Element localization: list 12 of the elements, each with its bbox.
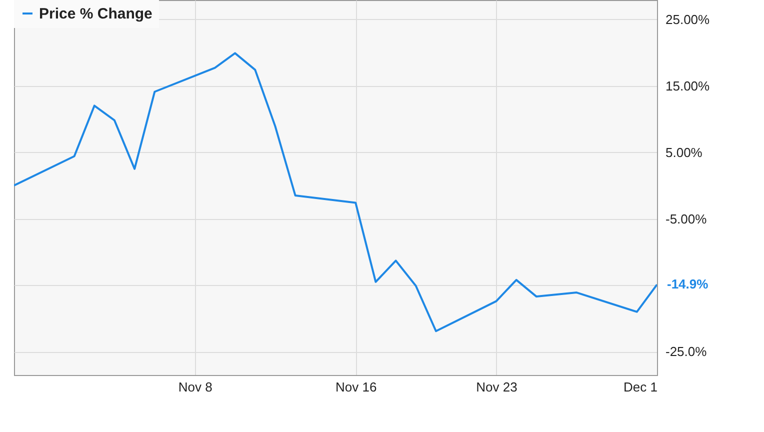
data-label: -14.9%: [667, 276, 709, 292]
line-series: [14, 52, 657, 332]
y-tick-label: -25.0%: [666, 344, 708, 360]
x-tick-label: Nov 16: [335, 380, 377, 394]
x-tick-label: Nov 23: [476, 380, 518, 394]
y-tick-label: 15.00%: [666, 78, 710, 94]
y-tick-label: 25.00%: [666, 12, 710, 27]
x-tick-label: Nov 8: [178, 380, 212, 394]
y-tick-label: -5.00%: [666, 211, 708, 226]
x-tick-label: Dec 1: [624, 380, 658, 394]
y-tick-label: 5.00%: [666, 144, 703, 160]
legend-label: Price % Change: [39, 6, 152, 22]
